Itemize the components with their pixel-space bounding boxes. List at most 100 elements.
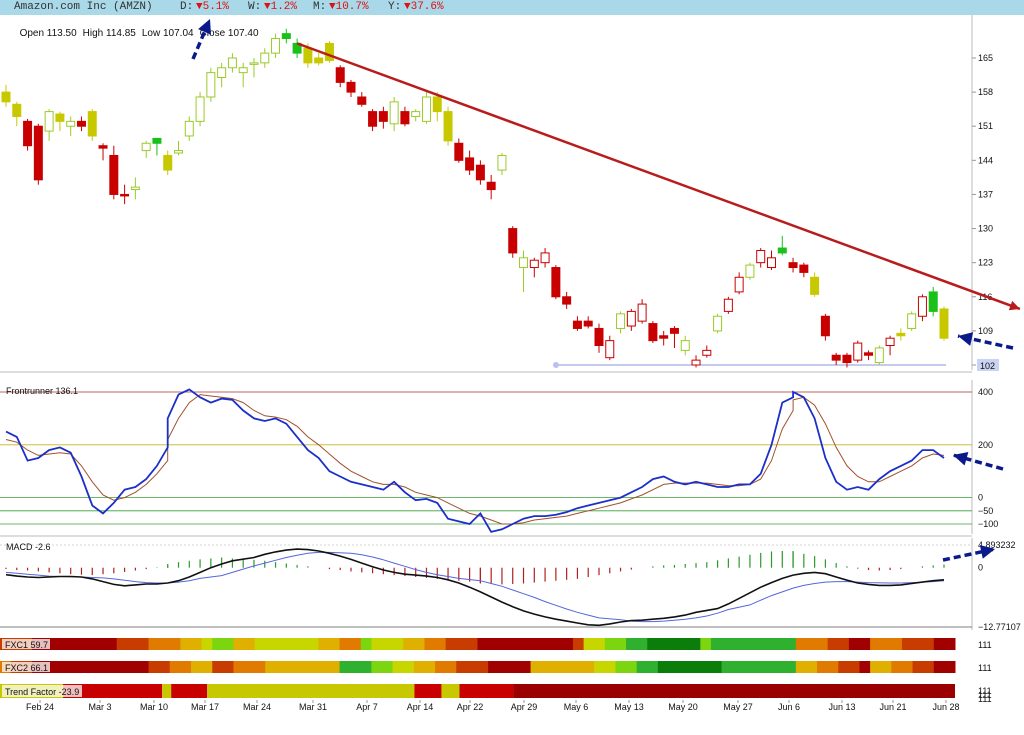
- heat-cell: [137, 661, 150, 673]
- candle-body: [238, 67, 248, 74]
- heat-tick-label: 111: [978, 663, 992, 673]
- candle-body: [939, 308, 949, 339]
- candle-body: [766, 257, 776, 269]
- heat-cell: [870, 638, 882, 650]
- ticker-title: Amazon.com Inc (AMZN): [14, 1, 153, 13]
- candle-body: [572, 320, 582, 329]
- heat-cell: [339, 638, 351, 650]
- candle-body: [583, 320, 593, 327]
- candle-body: [109, 154, 119, 195]
- price-tick-label: 109: [978, 326, 993, 336]
- heat-cell: [679, 638, 691, 650]
- candle-body: [12, 103, 22, 117]
- candle-body: [432, 96, 442, 113]
- heat-cell: [53, 638, 65, 650]
- heat-cell: [901, 638, 914, 650]
- candle-body: [540, 252, 550, 264]
- candle-body: [227, 57, 237, 69]
- heat-cell: [647, 661, 659, 673]
- heat-cell: [392, 638, 404, 650]
- heat-cell: [721, 638, 733, 650]
- candle-body: [519, 257, 529, 269]
- candle-body: [130, 186, 140, 191]
- heat-cell: [84, 638, 96, 650]
- candle-body: [702, 349, 712, 356]
- x-tick-label: Apr 22: [457, 702, 484, 712]
- heat-cell: [74, 661, 86, 673]
- annotation-arrow-shaft: [952, 453, 1004, 471]
- heat-cell: [933, 638, 945, 650]
- heat-cell: [541, 661, 553, 673]
- candle-body: [831, 354, 841, 361]
- candle-body: [864, 352, 874, 356]
- heat-cell: [191, 638, 203, 650]
- open-value: Open 113.50: [19, 28, 77, 39]
- year-change-label: Y:: [388, 1, 402, 13]
- candle-body: [33, 125, 43, 181]
- month-change-label: M:: [313, 1, 327, 13]
- trend-factor-segment: [207, 684, 415, 698]
- heat-cell: [785, 638, 797, 650]
- heat-cell: [870, 661, 882, 673]
- heat-cell: [742, 661, 754, 673]
- heat-cell: [244, 661, 256, 673]
- candle-body: [400, 111, 410, 125]
- heat-cell: [668, 638, 680, 650]
- heat-cell: [689, 661, 701, 673]
- candle-body: [314, 57, 324, 64]
- month-change-value: ▼10.7%: [329, 1, 369, 13]
- candle-body: [346, 81, 356, 93]
- heat-cell: [360, 638, 372, 650]
- heat-cell: [488, 638, 500, 650]
- heat-cell: [838, 661, 850, 673]
- heat-cell: [148, 638, 160, 650]
- frontrunner-tick-label: −100: [978, 519, 998, 529]
- heat-cell: [583, 661, 595, 673]
- heat-cell: [318, 638, 330, 650]
- heat-cell: [297, 661, 309, 673]
- heat-cell: [435, 661, 447, 673]
- candle-body: [691, 359, 701, 366]
- candle-body: [163, 154, 173, 171]
- heat-cell: [562, 638, 574, 650]
- heat-cell: [933, 661, 945, 673]
- candle-body: [249, 62, 259, 65]
- candle-body: [421, 96, 431, 122]
- candle-body: [626, 310, 636, 327]
- heat-cell: [742, 638, 754, 650]
- heat-cell: [901, 661, 914, 673]
- heat-cell: [477, 661, 489, 673]
- heat-cell: [657, 661, 669, 673]
- heat-label-bg: [2, 662, 50, 672]
- heat-cell: [466, 661, 478, 673]
- candle-body: [605, 340, 615, 359]
- heat-cell: [488, 661, 500, 673]
- heat-cell: [307, 661, 319, 673]
- heat-cell: [923, 638, 935, 650]
- heat-cell: [615, 638, 627, 650]
- macd-tick-label: −12.77107: [978, 622, 1021, 632]
- heat-cell: [551, 638, 563, 650]
- heat-cell: [891, 638, 903, 650]
- heat-cell: [201, 638, 213, 650]
- price-tick-label: 144: [978, 155, 993, 165]
- downtrend-arrowhead: [1008, 300, 1020, 311]
- ohlc-readout: Open 113.50 High 114.85 Low 107.04 Close 10…: [14, 17, 265, 39]
- candle-body: [713, 315, 723, 332]
- candle-body: [465, 157, 475, 171]
- heat-cell: [371, 661, 383, 673]
- heat-cell: [360, 661, 372, 673]
- heat-cell: [721, 661, 733, 673]
- candle-body: [378, 111, 388, 122]
- x-tick-label: Mar 10: [140, 702, 168, 712]
- x-tick-label: Mar 17: [191, 702, 219, 712]
- candle-body: [281, 33, 291, 40]
- high-value: High 114.85: [82, 28, 136, 39]
- heat-cell: [403, 638, 415, 650]
- price-tick-label: 165: [978, 53, 993, 63]
- heat-cell: [318, 661, 330, 673]
- annotation-arrow-head: [198, 19, 211, 35]
- candle-body: [368, 111, 378, 127]
- macd-tick-label: 4.893232: [978, 540, 1016, 550]
- x-tick-label: Mar 3: [88, 702, 111, 712]
